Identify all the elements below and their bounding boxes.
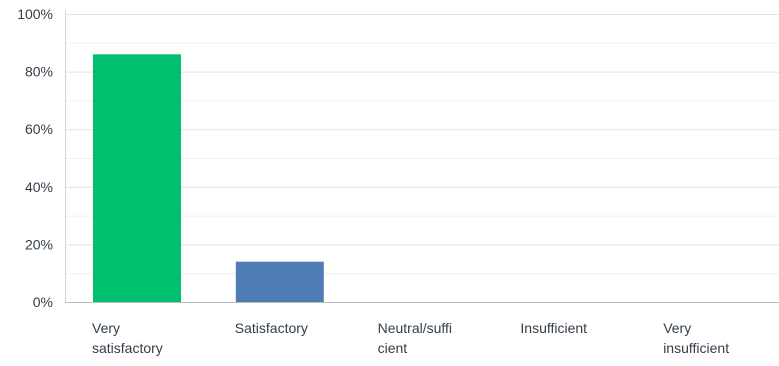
- x-tick-labels: Very satisfactory Satisfactory Neutral/suff…: [92, 320, 729, 356]
- x-tick-label: Insufficient: [520, 320, 587, 336]
- x-tick-label: Very satisfactory: [92, 320, 163, 356]
- bar[interactable]: [93, 54, 181, 302]
- x-tick-label: Very insufficient: [663, 320, 729, 356]
- x-tick-label: Neutral/suffi cient: [378, 320, 452, 356]
- y-tick-label: 80%: [25, 64, 53, 80]
- y-tick-label: 60%: [25, 121, 53, 137]
- y-tick-label: 20%: [25, 236, 53, 252]
- y-tick-label: 0%: [33, 294, 53, 310]
- y-tick-label: 100%: [17, 6, 53, 22]
- bars: [93, 54, 324, 302]
- y-tick-label: 40%: [25, 179, 53, 195]
- bar[interactable]: [235, 261, 324, 302]
- x-tick-label: Satisfactory: [235, 320, 308, 336]
- y-tick-labels: 0% 20% 40% 60% 80% 100%: [17, 6, 53, 310]
- gridlines: [65, 14, 779, 275]
- axes: [65, 10, 779, 303]
